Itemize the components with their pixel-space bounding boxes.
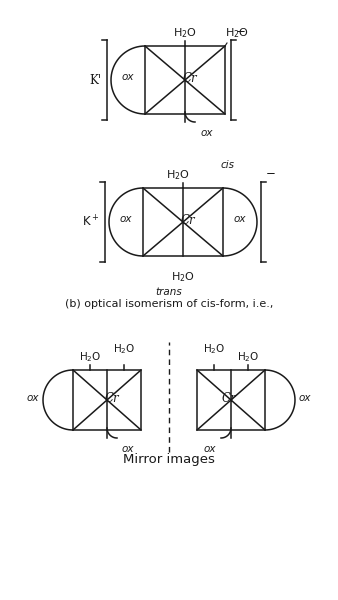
Text: (b) optical isomerism of cis-form, i.e.,: (b) optical isomerism of cis-form, i.e., bbox=[65, 299, 273, 309]
Text: H$_2$O: H$_2$O bbox=[225, 26, 249, 40]
Text: H$_2$O: H$_2$O bbox=[166, 168, 190, 182]
Text: H$_2$O: H$_2$O bbox=[113, 342, 135, 356]
Text: ox: ox bbox=[234, 214, 246, 224]
Text: Cr: Cr bbox=[105, 391, 119, 404]
Bar bbox=[145, 46, 225, 114]
Text: ox: ox bbox=[299, 393, 312, 403]
Text: H$_2$O: H$_2$O bbox=[79, 350, 101, 364]
Text: H$_2$O: H$_2$O bbox=[237, 350, 259, 364]
Text: −: − bbox=[266, 167, 276, 180]
Bar bbox=[73, 370, 141, 430]
Text: ox: ox bbox=[203, 444, 216, 454]
Text: cis: cis bbox=[221, 160, 235, 170]
Text: ox: ox bbox=[122, 72, 134, 82]
Text: Mirror images: Mirror images bbox=[123, 454, 215, 467]
Text: −: − bbox=[236, 25, 246, 38]
Text: H$_2$O: H$_2$O bbox=[203, 342, 225, 356]
Text: ox: ox bbox=[122, 444, 135, 454]
Text: ox: ox bbox=[120, 214, 132, 224]
Text: Cr: Cr bbox=[222, 391, 236, 404]
Text: K': K' bbox=[89, 73, 101, 86]
Text: ox: ox bbox=[201, 128, 214, 138]
Bar bbox=[143, 188, 223, 256]
Text: H$_2$O: H$_2$O bbox=[171, 270, 195, 284]
Bar bbox=[197, 370, 265, 430]
Text: Cr: Cr bbox=[181, 214, 195, 226]
Text: Cr: Cr bbox=[183, 71, 197, 85]
Text: trans: trans bbox=[155, 287, 183, 297]
Text: ox: ox bbox=[26, 393, 39, 403]
Text: H$_2$O: H$_2$O bbox=[173, 26, 197, 40]
Text: K$^+$: K$^+$ bbox=[82, 214, 100, 230]
